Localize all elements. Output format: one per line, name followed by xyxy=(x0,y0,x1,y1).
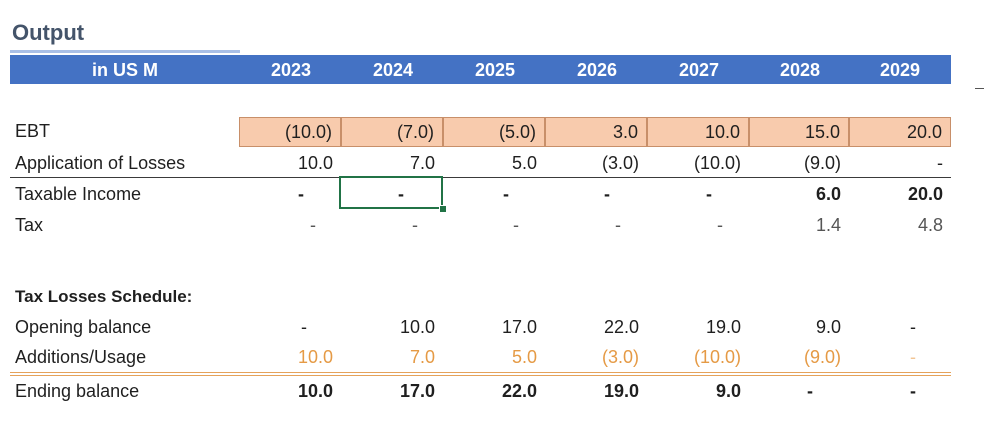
year-header-2028: 2028 xyxy=(779,60,821,80)
section-heading[interactable]: Tax Losses Schedule: xyxy=(15,287,193,306)
value-cell[interactable]: 17.0 xyxy=(501,317,537,337)
subtotal-divider xyxy=(10,177,951,178)
value-cell[interactable]: - xyxy=(604,184,610,204)
value-cell[interactable]: 7.0 xyxy=(409,153,435,173)
year-header-2025: 2025 xyxy=(474,60,516,80)
row-label[interactable]: Application of Losses xyxy=(15,153,186,173)
value-cell[interactable]: - xyxy=(298,184,304,204)
value-cell[interactable]: - xyxy=(937,153,943,173)
value-cell[interactable]: 22.0 xyxy=(501,381,537,401)
value-cell[interactable]: 6.0 xyxy=(815,184,841,204)
value-cell[interactable]: 10.0 xyxy=(399,317,435,337)
value-cell[interactable]: - xyxy=(301,317,307,337)
ebt-cell[interactable]: (5.0) xyxy=(443,117,545,147)
ebt-cell[interactable]: (10.0) xyxy=(239,117,341,147)
value-cell[interactable]: (10.0) xyxy=(693,347,741,367)
total-divider-bottom xyxy=(10,375,951,376)
value-cell[interactable]: - xyxy=(615,215,621,235)
year-header-2026: 2026 xyxy=(576,60,618,80)
ebt-cell[interactable]: (7.0) xyxy=(341,117,443,147)
column-edge-mark xyxy=(975,88,984,89)
value-cell[interactable]: 7.0 xyxy=(409,347,435,367)
ebt-cell[interactable]: 10.0 xyxy=(647,117,749,147)
ebt-cell[interactable]: 3.0 xyxy=(545,117,647,147)
opening-balance-row: Opening balance - 10.0 17.0 22.0 19.0 9.… xyxy=(0,312,984,342)
ebt-row: EBT (10.0) (7.0) (5.0) 3.0 10.0 15.0 20.… xyxy=(0,116,984,147)
row-label[interactable]: Opening balance xyxy=(15,317,152,337)
value-cell[interactable]: - xyxy=(717,215,723,235)
additions-usage-row: Additions/Usage 10.0 7.0 5.0 (3.0) (10.0… xyxy=(0,342,984,372)
value-cell[interactable]: 1.4 xyxy=(815,215,841,235)
schedule-heading-row: Tax Losses Schedule: xyxy=(0,282,984,312)
year-header-2023: 2023 xyxy=(270,60,312,80)
header-row: in US M 2023 2024 2025 2026 2027 2028 20… xyxy=(10,55,951,84)
page-title: Output xyxy=(12,20,85,45)
value-cell[interactable]: - xyxy=(706,184,712,204)
value-cell[interactable]: 4.8 xyxy=(917,215,943,235)
year-header-2029: 2029 xyxy=(879,60,921,80)
selected-cell[interactable] xyxy=(339,176,443,209)
value-cell[interactable]: - xyxy=(513,215,519,235)
value-cell[interactable]: 10.0 xyxy=(297,381,333,401)
ebt-cell[interactable]: 20.0 xyxy=(849,117,951,147)
value-cell[interactable]: 10.0 xyxy=(297,153,333,173)
value-cell[interactable]: - xyxy=(807,381,813,401)
value-cell[interactable]: 17.0 xyxy=(399,381,435,401)
title-underline xyxy=(10,50,240,53)
value-cell[interactable]: 20.0 xyxy=(907,184,943,204)
row-label[interactable]: EBT xyxy=(15,121,51,141)
value-cell[interactable]: - xyxy=(503,184,509,204)
year-header-2027: 2027 xyxy=(678,60,720,80)
value-cell[interactable]: 10.0 xyxy=(297,347,333,367)
value-cell[interactable]: - xyxy=(910,381,916,401)
year-header-2024: 2024 xyxy=(372,60,414,80)
value-cell[interactable]: (3.0) xyxy=(601,153,639,173)
value-cell[interactable]: 5.0 xyxy=(511,347,537,367)
row-label[interactable]: Ending balance xyxy=(15,381,140,401)
value-cell[interactable]: - xyxy=(412,215,418,235)
value-cell[interactable]: - xyxy=(398,184,404,204)
value-cell[interactable]: (3.0) xyxy=(601,347,639,367)
value-cell[interactable]: (9.0) xyxy=(803,153,841,173)
ending-balance-row: Ending balance 10.0 17.0 22.0 19.0 9.0 -… xyxy=(0,376,984,406)
unit-label: in US M xyxy=(92,60,158,80)
value-cell[interactable]: (10.0) xyxy=(693,153,741,173)
value-cell[interactable]: 9.0 xyxy=(815,317,841,337)
application-of-losses-row: Application of Losses 10.0 7.0 5.0 (3.0)… xyxy=(0,148,984,178)
row-label[interactable]: Tax xyxy=(15,215,44,235)
value-cell[interactable]: 19.0 xyxy=(705,317,741,337)
value-cell[interactable]: (9.0) xyxy=(803,347,841,367)
total-divider-top xyxy=(10,372,951,373)
value-cell[interactable]: 19.0 xyxy=(603,381,639,401)
row-label[interactable]: Additions/Usage xyxy=(15,347,147,367)
value-cell[interactable]: 9.0 xyxy=(715,381,741,401)
value-cell[interactable]: - xyxy=(310,215,316,235)
value-cell[interactable]: - xyxy=(910,347,916,367)
value-cell[interactable]: 22.0 xyxy=(603,317,639,337)
tax-row: Tax - - - - - 1.4 4.8 xyxy=(0,210,984,240)
fill-handle[interactable] xyxy=(439,205,447,213)
taxable-income-row: Taxable Income - - - - - 6.0 20.0 xyxy=(0,179,984,209)
row-label[interactable]: Taxable Income xyxy=(15,184,142,204)
value-cell[interactable]: 5.0 xyxy=(511,153,537,173)
ebt-cell[interactable]: 15.0 xyxy=(749,117,849,147)
value-cell[interactable]: - xyxy=(910,317,916,337)
